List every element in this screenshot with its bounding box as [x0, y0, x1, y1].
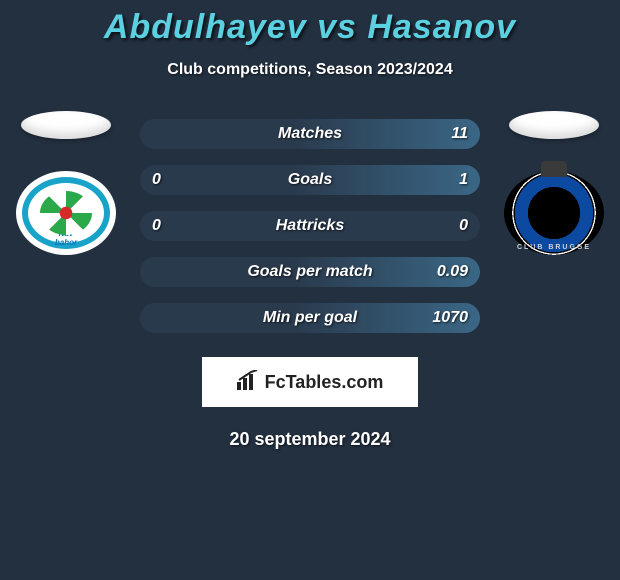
- stat-label: Hattricks: [140, 217, 480, 235]
- navbahor-badge-label: Navbahor: [16, 229, 116, 247]
- stat-right-value: 11: [451, 125, 468, 143]
- stat-left-value: 0: [152, 171, 161, 189]
- club-badge-right: CLUB BRUGGE: [504, 171, 604, 255]
- stat-right-value: 0.09: [437, 263, 468, 281]
- stat-list: Matches 11 0 Goals 1 0 Hattricks 0 Goals…: [140, 119, 480, 333]
- stat-row: Matches 11: [140, 119, 480, 149]
- player-left-column: Navbahor: [16, 111, 116, 255]
- page-subtitle: Club competitions, Season 2023/2024: [0, 61, 620, 79]
- stat-right-value: 1070: [432, 309, 468, 327]
- club-badge-left: Navbahor: [16, 171, 116, 255]
- comparison-card: Abdulhayev vs Hasanov Club competitions,…: [0, 0, 620, 450]
- page-title: Abdulhayev vs Hasanov: [0, 8, 620, 47]
- stat-row: 0 Hattricks 0: [140, 211, 480, 241]
- stat-label: Matches: [140, 125, 480, 143]
- content-area: Navbahor CLUB BRUGGE Matches 11 0 Goals …: [0, 119, 620, 450]
- player-left-photo-placeholder: [21, 111, 111, 139]
- player-right-column: CLUB BRUGGE: [504, 111, 604, 255]
- brand-link[interactable]: FcTables.com: [202, 357, 418, 407]
- bar-chart-icon: [237, 370, 259, 395]
- brand-text: FcTables.com: [265, 372, 384, 393]
- stat-row: Goals per match 0.09: [140, 257, 480, 287]
- club-brugge-badge-icon: CLUB BRUGGE: [504, 171, 604, 255]
- club-brugge-badge-label: CLUB BRUGGE: [504, 244, 604, 251]
- stat-left-value: 0: [152, 217, 161, 235]
- stat-right-value: 1: [459, 171, 468, 189]
- navbahor-badge-icon: Navbahor: [16, 171, 116, 255]
- stat-label: Goals per match: [140, 263, 480, 281]
- stat-label: Goals: [140, 171, 480, 189]
- date-line: 20 september 2024: [0, 429, 620, 450]
- stat-row: 0 Goals 1: [140, 165, 480, 195]
- player-right-photo-placeholder: [509, 111, 599, 139]
- stat-label: Min per goal: [140, 309, 480, 327]
- stat-right-value: 0: [459, 217, 468, 235]
- stat-row: Min per goal 1070: [140, 303, 480, 333]
